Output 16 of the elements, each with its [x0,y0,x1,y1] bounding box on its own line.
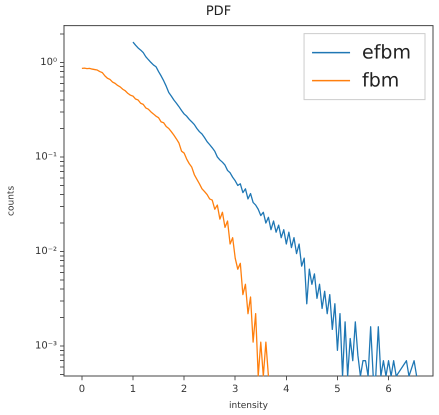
x-tick-label: 3 [232,384,238,395]
x-tick-label: 1 [130,384,136,395]
legend-label: efbm [362,42,412,64]
x-tick-label: 4 [283,384,290,395]
x-tick-label: 5 [334,384,341,395]
legend-label: fbm [362,70,400,92]
x-tick-label: 0 [78,384,86,395]
y-tick-label: 10⁻² [34,246,57,258]
y-axis-title: counts [6,186,17,216]
x-axis-title: intensity [228,400,269,411]
y-tick-label: 10⁻³ [34,340,57,352]
chart-title: PDF [206,4,232,20]
x-tick-label: 6 [385,384,392,395]
y-tick-label: 10⁰ [40,56,57,68]
x-tick-label: 2 [180,384,188,395]
y-tick-label: 10⁻¹ [34,152,57,163]
